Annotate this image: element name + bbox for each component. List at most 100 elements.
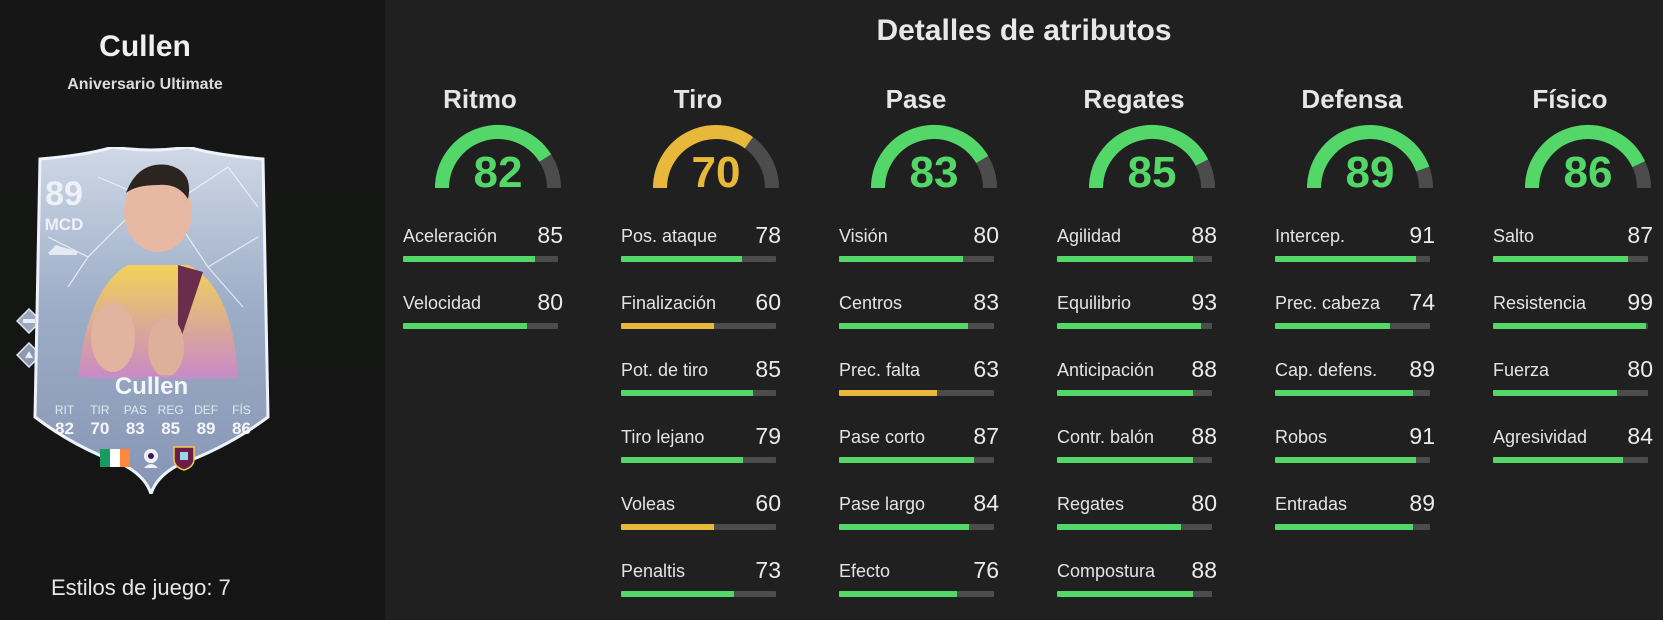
card-stat-value: 83 (125, 419, 145, 438)
stat-bar (1275, 323, 1430, 329)
boot-icon (48, 245, 78, 255)
gauge-fill (871, 125, 989, 189)
category-gauge (653, 125, 779, 189)
stat-value: 93 (1191, 289, 1217, 315)
stat-bar-fill (1057, 256, 1194, 262)
stat-name: Agresividad (1493, 427, 1588, 447)
category-rating: 70 (691, 148, 741, 197)
stat-bar-fill (1275, 323, 1390, 329)
stat-value: 84 (1627, 423, 1653, 449)
category-gauge (1525, 125, 1651, 189)
stat-bar (839, 591, 994, 597)
stat-value: 80 (537, 289, 563, 315)
stat-bar (839, 524, 994, 530)
stat-bar-fill (403, 256, 535, 262)
stat-value: 80 (1627, 356, 1653, 382)
stat-name: Compostura (1057, 561, 1156, 581)
stat-bar (839, 256, 994, 262)
stat-value: 80 (973, 222, 999, 248)
stat-value: 89 (1409, 356, 1435, 382)
stat-row-fuerza: Fuerza 80 (1493, 356, 1653, 400)
stat-bar (1057, 591, 1212, 597)
stat-value: 85 (755, 356, 781, 382)
stat-bar-fill (839, 591, 957, 597)
category-name: Defensa (1301, 84, 1403, 114)
stat-value: 63 (973, 356, 999, 382)
stat-name: Efecto (839, 561, 891, 581)
stat-row-pot-de-tiro: Pot. de tiro 85 (621, 356, 781, 400)
card-type-label: Aniversario Ultimate (67, 76, 223, 93)
stat-bar (1493, 457, 1648, 463)
card-stat-fis: FÍS 86 (225, 403, 258, 439)
stat-bar-fill (839, 323, 968, 329)
stat-name: Equilibrio (1057, 293, 1132, 313)
stat-bar (1057, 256, 1212, 262)
stat-name: Pase corto (839, 427, 926, 447)
stat-name: Aceleración (403, 226, 498, 246)
stat-bar (839, 390, 994, 396)
category-gauge (871, 125, 997, 189)
stat-name: Entradas (1275, 494, 1348, 514)
player-card[interactable]: 89 MCD Cullen RIT 82 TIR 70 PAS 83 REG 8… (28, 147, 275, 494)
stat-bar (1493, 390, 1648, 396)
stat-bar-fill (839, 390, 937, 396)
stat-row-equilibrio: Equilibrio 93 (1057, 289, 1217, 333)
burnley-crest-icon (173, 446, 195, 471)
category-tiro: Tiro 70 Pos. ataque 78 Finalización 60 Pot. de… (621, 0, 781, 620)
stat-value: 60 (755, 490, 781, 516)
stat-value: 87 (1627, 222, 1653, 248)
stat-bar (839, 323, 994, 329)
stat-name: Robos (1275, 427, 1328, 447)
stat-bar (1275, 524, 1430, 530)
stat-bar (1057, 323, 1212, 329)
card-stat-value: 70 (90, 419, 110, 438)
category-ritmo: Ritmo 82 Aceleración 85 Velocidad 80 (403, 0, 563, 620)
stat-name: Fuerza (1493, 360, 1550, 380)
stat-value: 73 (755, 557, 781, 583)
card-stat-label: FÍS (232, 403, 251, 417)
playstyles-count: Estilos de juego: 7 (51, 575, 231, 600)
stat-row-compostura: Compostura 88 (1057, 557, 1217, 601)
stat-name: Pos. ataque (621, 226, 718, 246)
player-panel: Cullen Aniversario Ultimate (0, 0, 385, 620)
stat-row-intercep: Intercep. 91 (1275, 222, 1435, 266)
stat-value: 99 (1627, 289, 1653, 315)
stat-value: 91 (1409, 222, 1435, 248)
stat-row-cap-defens: Cap. defens. 89 (1275, 356, 1435, 400)
card-rating: 89 (45, 175, 83, 213)
category-gauge (1307, 125, 1433, 189)
stat-value: 78 (755, 222, 781, 248)
stat-bar (621, 524, 776, 530)
stat-row-anticipacion: Anticipación 88 (1057, 356, 1217, 400)
stat-name: Prec. cabeza (1275, 293, 1381, 313)
stat-name: Salto (1493, 226, 1535, 246)
stat-bar-fill (1493, 256, 1628, 262)
stat-bar (1493, 256, 1648, 262)
stat-name: Contr. balón (1057, 427, 1155, 447)
stat-bar-fill (1057, 524, 1181, 530)
stat-bar (1057, 524, 1212, 530)
ireland-flag-icon (100, 449, 130, 467)
stat-value: 88 (1191, 222, 1217, 248)
stat-row-regates: Regates 80 (1057, 490, 1217, 534)
card-stat-tir: TIR 70 (83, 403, 116, 439)
stat-value: 84 (973, 490, 999, 516)
stat-name: Finalización (621, 293, 717, 313)
stat-bar (621, 591, 776, 597)
card-stat-label: REG (157, 403, 184, 417)
stat-value: 88 (1191, 557, 1217, 583)
category-name: Regates (1083, 84, 1185, 114)
stat-row-penaltis: Penaltis 73 (621, 557, 781, 601)
stat-row-agresividad: Agresividad 84 (1493, 423, 1653, 467)
stat-row-finalizacion: Finalización 60 (621, 289, 781, 333)
player-name: Cullen (99, 30, 191, 63)
stat-bar-fill (839, 457, 974, 463)
category-regates: Regates 85 Agilidad 88 Equilibrio 93 Anticipac… (1057, 0, 1217, 620)
stat-bar (1493, 323, 1648, 329)
stat-name: Agilidad (1057, 226, 1122, 246)
stat-bar (403, 256, 558, 262)
stat-name: Visión (839, 226, 888, 246)
stat-bar (621, 457, 776, 463)
stat-bar-fill (1493, 323, 1647, 329)
category-pase: Pase 83 Visión 80 Centros 83 Prec. falta 63 Pase… (839, 0, 999, 620)
